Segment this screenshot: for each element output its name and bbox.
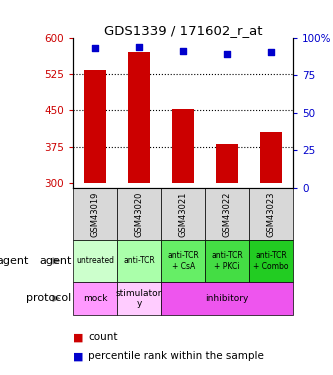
Point	[93, 45, 98, 51]
Point	[137, 44, 142, 50]
Text: inhibitory: inhibitory	[205, 294, 249, 303]
Bar	[117, 188, 161, 240]
Bar	[172, 110, 194, 183]
Bar	[73, 188, 117, 240]
Text: GSM43021: GSM43021	[178, 191, 188, 237]
Text: ■: ■	[73, 351, 84, 361]
Bar	[128, 53, 150, 183]
Text: GSM43023: GSM43023	[266, 191, 276, 237]
Bar	[216, 144, 238, 183]
Text: GSM43019: GSM43019	[91, 191, 100, 237]
Text: count: count	[88, 333, 118, 342]
Bar	[161, 188, 205, 240]
Bar	[73, 240, 117, 282]
Bar	[117, 282, 161, 315]
Text: GSM43022: GSM43022	[222, 191, 232, 237]
Text: agent: agent	[0, 256, 29, 266]
Bar	[161, 240, 205, 282]
Bar	[73, 282, 117, 315]
Point	[180, 48, 186, 54]
Text: anti-TCR
+ CsA: anti-TCR + CsA	[167, 251, 199, 270]
Point	[268, 49, 274, 55]
Text: anti-TCR
+ Combo: anti-TCR + Combo	[253, 251, 289, 270]
Bar	[249, 240, 293, 282]
Bar	[249, 188, 293, 240]
Text: anti-TCR
+ PKCi: anti-TCR + PKCi	[211, 251, 243, 270]
Title: GDS1339 / 171602_r_at: GDS1339 / 171602_r_at	[104, 24, 262, 37]
Bar	[205, 188, 249, 240]
Bar	[161, 282, 293, 315]
Text: percentile rank within the sample: percentile rank within the sample	[88, 351, 264, 361]
Bar	[260, 132, 282, 183]
Text: anti-TCR: anti-TCR	[123, 256, 155, 265]
Text: mock: mock	[83, 294, 108, 303]
Point	[224, 51, 230, 57]
Text: untreated: untreated	[76, 256, 114, 265]
Text: stimulator
y: stimulator y	[116, 289, 163, 308]
Text: agent: agent	[39, 256, 72, 266]
Text: GSM43020: GSM43020	[135, 191, 144, 237]
Bar	[117, 240, 161, 282]
Bar	[84, 70, 106, 183]
Text: ■: ■	[73, 333, 84, 342]
Text: protocol: protocol	[26, 293, 72, 303]
Bar	[205, 240, 249, 282]
